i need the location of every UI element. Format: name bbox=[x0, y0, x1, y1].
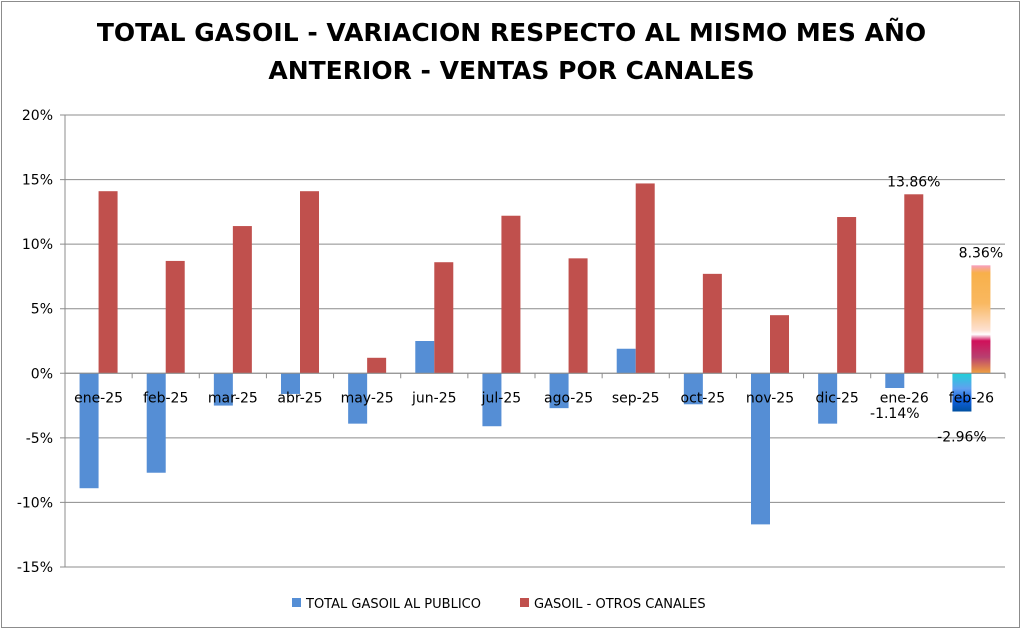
bar-publico-abr-25 bbox=[281, 373, 300, 394]
chart-title-line-1: TOTAL GASOIL - VARIACION RESPECTO AL MIS… bbox=[96, 18, 927, 47]
y-tick-label: 20% bbox=[22, 108, 53, 124]
x-tick-label: feb-26 bbox=[949, 390, 994, 406]
x-tick-label: jun-25 bbox=[411, 390, 457, 406]
bar-otros-canales-dic-25 bbox=[837, 217, 857, 374]
x-tick-label: ene-25 bbox=[74, 390, 123, 406]
bar-publico-ene-26 bbox=[885, 373, 905, 389]
bar-otros-canales-mar-25 bbox=[232, 226, 252, 374]
y-tick-label: 15% bbox=[22, 173, 53, 189]
data-label: 8.36% bbox=[959, 245, 1003, 261]
y-tick-label: -5% bbox=[26, 431, 53, 447]
bar-otros-canales-nov-25 bbox=[770, 315, 789, 374]
bar-otros-canales-oct-25 bbox=[702, 273, 722, 374]
bar-otros-canales-jul-25 bbox=[501, 215, 521, 374]
x-tick-label: ene-26 bbox=[880, 390, 929, 406]
y-tick-label: -15% bbox=[17, 560, 53, 576]
bar-publico-feb-25 bbox=[146, 373, 166, 473]
bar-otros-canales-abr-25 bbox=[300, 191, 319, 374]
x-tick-label: mar-25 bbox=[208, 390, 258, 406]
bar-otros-canales-sep-25 bbox=[635, 183, 655, 374]
bar-publico-mar-25 bbox=[213, 373, 233, 406]
x-tick-label: nov-25 bbox=[746, 390, 794, 406]
y-tick-label: 10% bbox=[22, 237, 53, 253]
data-label: -2.96% bbox=[937, 430, 987, 446]
legend-label: GASOIL - OTROS CANALES bbox=[534, 597, 706, 612]
bar-publico-oct-25 bbox=[683, 373, 703, 405]
bar-publico-jul-25 bbox=[482, 373, 502, 427]
bar-otros-canales-jun-25 bbox=[434, 262, 454, 374]
x-tick-label: feb-25 bbox=[143, 390, 188, 406]
x-tick-label: abr-25 bbox=[277, 390, 322, 406]
bar-publico-sep-25 bbox=[616, 348, 636, 374]
bar-otros-canales-ene-25 bbox=[98, 191, 118, 374]
legend-label: TOTAL GASOIL AL PUBLICO bbox=[305, 597, 481, 612]
bar-publico-dic-25 bbox=[818, 373, 838, 424]
x-tick-label: oct-25 bbox=[681, 390, 726, 406]
x-tick-label: sep-25 bbox=[612, 390, 660, 406]
y-tick-label: -10% bbox=[17, 495, 53, 511]
data-label: 13.86% bbox=[887, 174, 940, 190]
bar-publico-may-25 bbox=[348, 373, 368, 424]
x-tick-label: jul-25 bbox=[481, 390, 522, 406]
x-tick-label: may-25 bbox=[341, 390, 394, 406]
y-tick-label: 5% bbox=[31, 302, 53, 318]
bar-publico-feb-26 bbox=[952, 373, 972, 412]
bar-otros-canales-ene-26 bbox=[904, 194, 924, 374]
y-tick-label: 0% bbox=[31, 366, 53, 382]
bar-publico-jun-25 bbox=[415, 341, 435, 374]
chart-title-line-2: ANTERIOR - VENTAS POR CANALES bbox=[268, 56, 755, 85]
data-label: -1.14% bbox=[870, 406, 920, 422]
bar-publico-nov-25 bbox=[751, 373, 770, 525]
legend-swatch bbox=[292, 598, 301, 607]
bar-otros-canales-feb-25 bbox=[165, 260, 185, 374]
bar-publico-ago-25 bbox=[549, 373, 569, 409]
chart-title: TOTAL GASOIL - VARIACION RESPECTO AL MIS… bbox=[0, 14, 1023, 90]
bar-publico-ene-25 bbox=[79, 373, 99, 489]
legend-swatch bbox=[520, 598, 529, 607]
bar-otros-canales-feb-26 bbox=[971, 265, 991, 374]
x-tick-label: dic-25 bbox=[815, 390, 858, 406]
x-tick-label: ago-25 bbox=[544, 390, 593, 406]
bar-otros-canales-ago-25 bbox=[568, 258, 588, 374]
bar-otros-canales-may-25 bbox=[367, 357, 387, 374]
